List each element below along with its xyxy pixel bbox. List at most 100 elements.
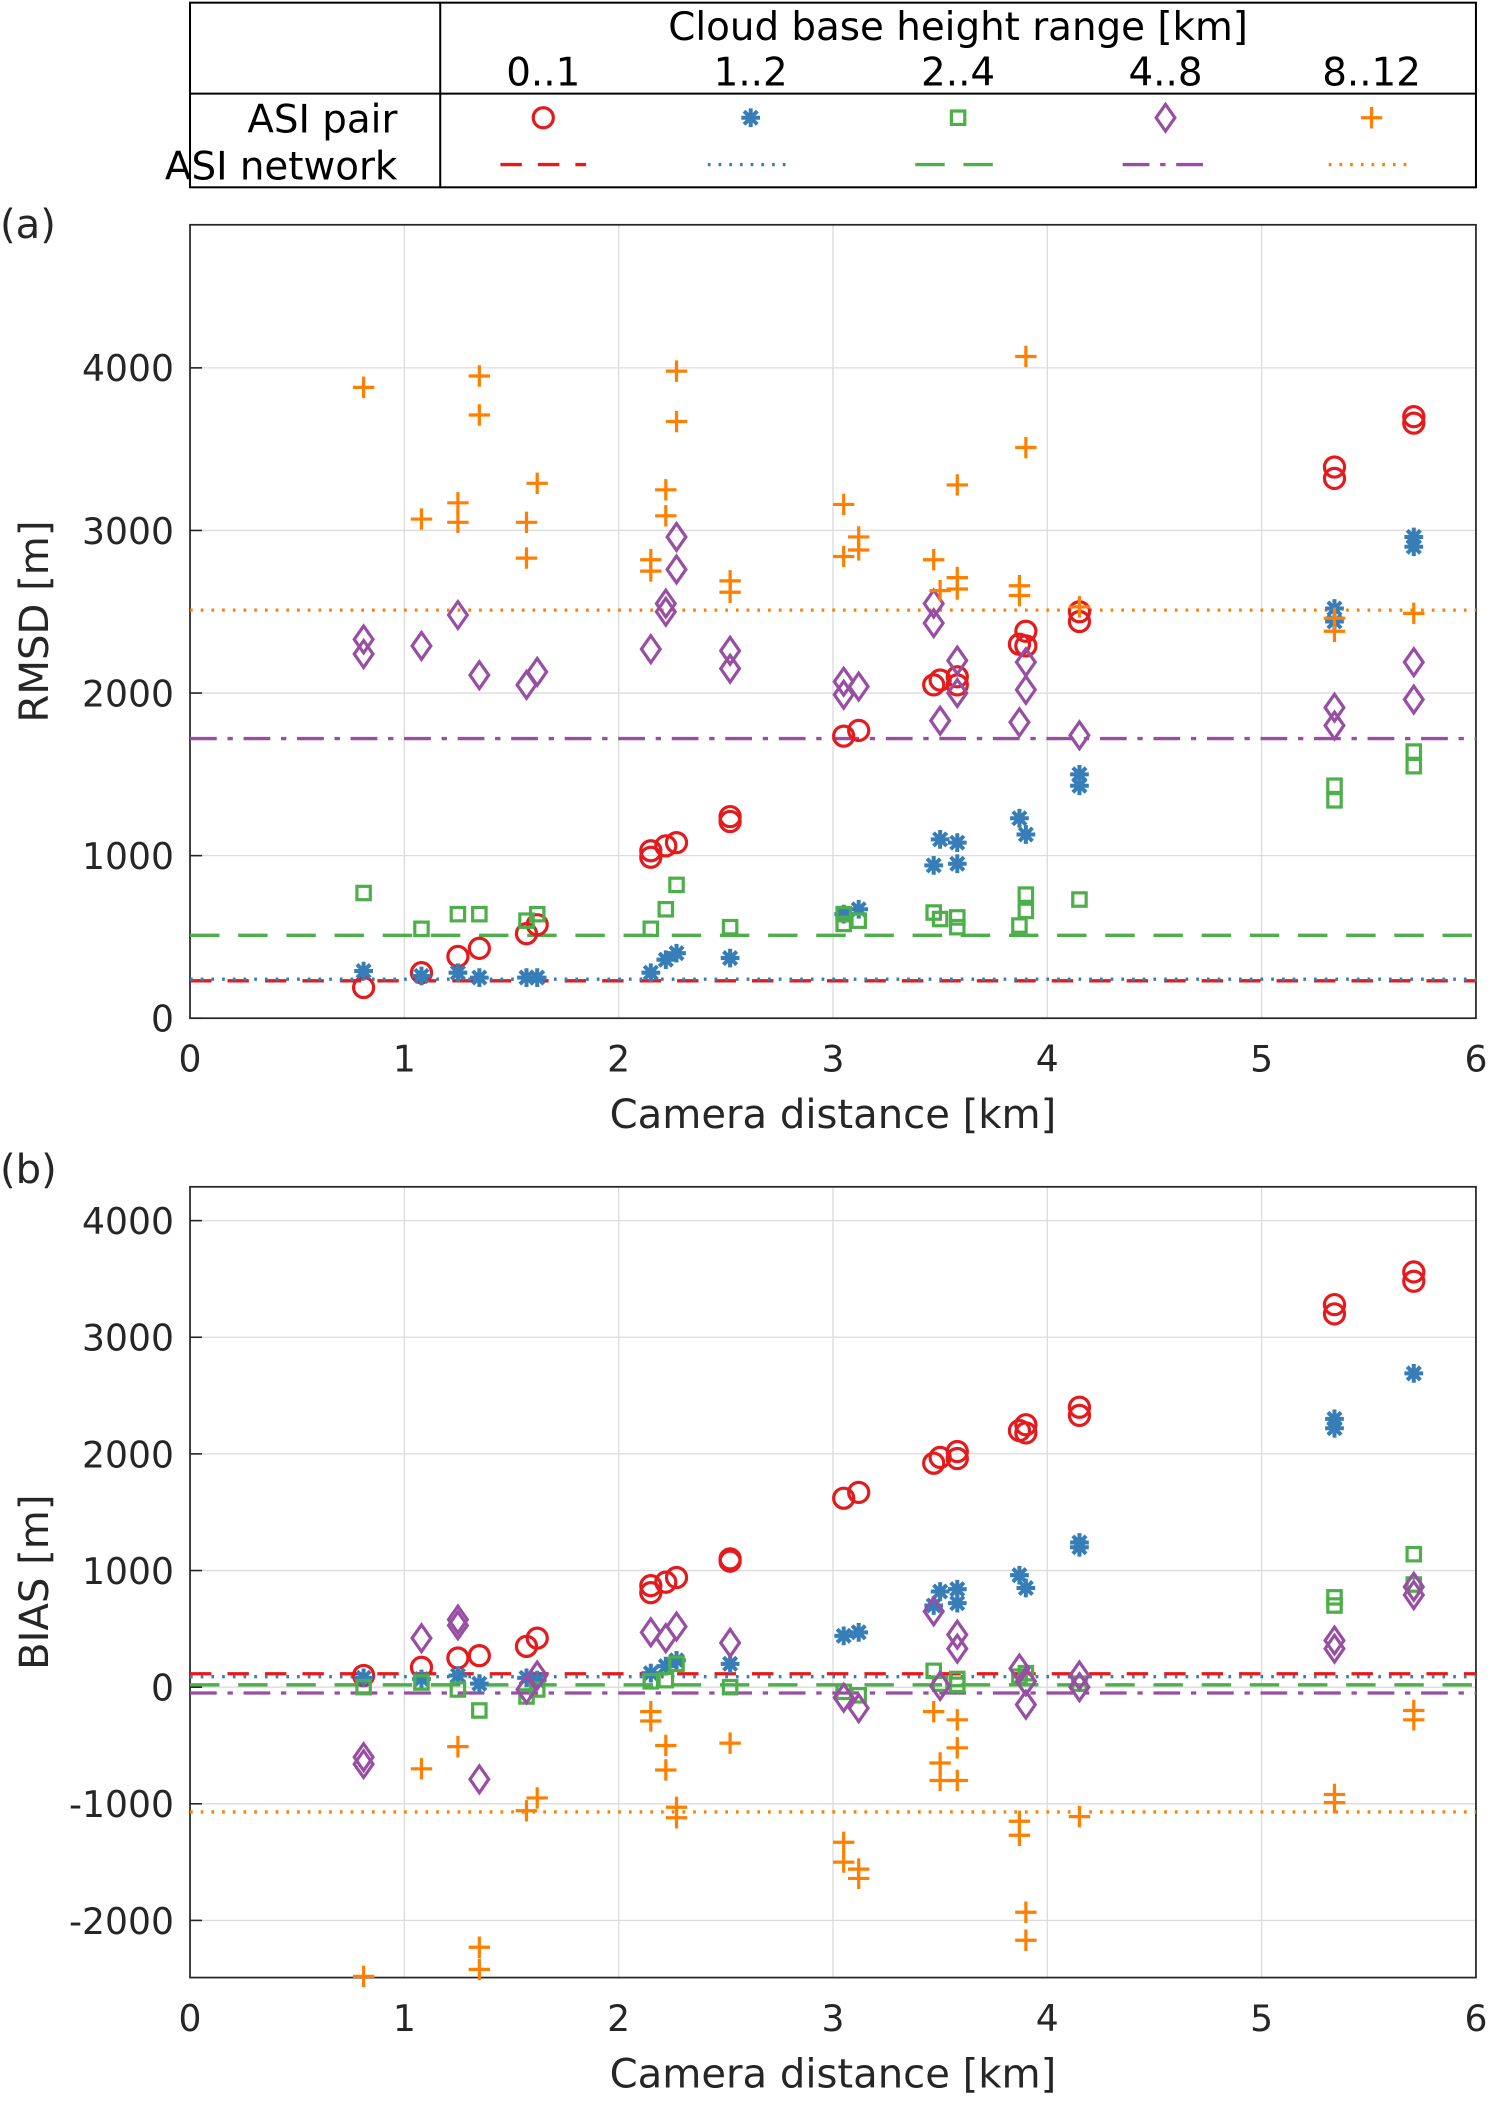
point-c48: [1008, 706, 1031, 739]
point-c12: [834, 1626, 854, 1646]
point-c12: [1404, 527, 1424, 547]
point-c01: [639, 1574, 663, 1598]
x-tick-label: 3: [821, 1038, 844, 1081]
point-c48: [654, 587, 678, 620]
rmsd-plot: 0 1 2 3 4 5 6 0 1000 2000 3000 4000 Camera distance …: [12, 223, 1487, 1138]
point-c01: [654, 1570, 678, 1594]
point-c48: [922, 1595, 946, 1628]
point-c48: [832, 1681, 856, 1714]
point-c12: [849, 1622, 869, 1642]
point-c812: [923, 1700, 945, 1723]
point-c24: [449, 1681, 467, 1698]
legend-row-network: ASI network: [165, 144, 398, 189]
point-c24: [1071, 891, 1088, 908]
point-c12: [930, 830, 950, 849]
legend-marker-c812: [1360, 107, 1383, 129]
point-c812: [468, 404, 491, 426]
point-c48: [352, 623, 375, 656]
x-tick-label: 0: [179, 1038, 202, 1081]
point-c12: [1010, 808, 1029, 828]
point-c812: [655, 1759, 677, 1781]
point-c812: [946, 1737, 968, 1759]
point-c48: [1402, 1578, 1426, 1612]
point-c12: [947, 1579, 967, 1599]
x-tick-label: 0: [179, 1997, 202, 2040]
point-c812: [410, 1758, 433, 1780]
point-c48: [410, 629, 433, 663]
point-c48: [922, 606, 946, 640]
point-c812: [515, 1800, 538, 1822]
point-c48: [1323, 709, 1346, 742]
point-c12: [1070, 1537, 1089, 1557]
point-c24: [449, 905, 467, 923]
legend-marker-c24: [949, 109, 967, 127]
point-c12: [667, 943, 686, 963]
point-c812: [946, 474, 968, 496]
point-c01: [1014, 634, 1038, 658]
point-c48: [945, 1618, 969, 1651]
y-tick-label: 2000: [82, 1433, 174, 1476]
point-c01: [922, 673, 946, 697]
point-c12: [656, 1656, 676, 1676]
x-tick-label: 6: [1464, 1038, 1487, 1081]
point-c12: [448, 1666, 468, 1685]
point-c48: [1068, 1670, 1091, 1704]
point-c01: [922, 1451, 946, 1475]
point-c01: [847, 718, 871, 743]
plot-frame: [189, 1185, 1477, 1979]
point-c48: [525, 1659, 549, 1692]
point-c24: [471, 1702, 488, 1719]
point-c01: [847, 1480, 871, 1505]
point-c01: [945, 1439, 969, 1464]
point-c812: [655, 505, 677, 527]
point-c48: [468, 658, 491, 692]
point-c01: [525, 913, 549, 937]
point-c812: [832, 1831, 855, 1853]
point-c48: [1323, 691, 1346, 724]
point-c812: [832, 1851, 855, 1873]
point-c24: [355, 1678, 372, 1696]
legend-col-3: 4..8: [1128, 51, 1202, 96]
point-c01: [1067, 1403, 1092, 1428]
point-c12: [1070, 764, 1089, 784]
point-c812: [655, 1734, 677, 1757]
point-c01: [664, 1565, 689, 1590]
legend-row-pair: ASI pair: [247, 97, 397, 142]
point-c01: [832, 724, 856, 748]
y-tick-label: -2000: [69, 1900, 174, 1943]
panel-a-label: (a): [0, 202, 56, 248]
point-c24: [835, 905, 852, 923]
point-c24: [355, 884, 372, 902]
point-c12: [834, 904, 854, 924]
point-c48: [1068, 1659, 1091, 1692]
point-c812: [832, 493, 855, 516]
point-c812: [1068, 596, 1091, 618]
point-c812: [847, 539, 870, 561]
point-c12: [924, 1596, 944, 1615]
point-c12: [354, 1668, 373, 1688]
point-c12: [1404, 537, 1424, 557]
point-c01: [1322, 1302, 1347, 1326]
x-tick-label: 6: [1464, 1997, 1487, 2040]
x-tick-label: 2: [607, 1997, 630, 2040]
point-c24: [850, 912, 867, 929]
point-c24: [1405, 757, 1423, 775]
bias-plot: 0 1 2 3 4 5 6 -2000 -1000 0 1000 2000 3000 4000 Camera…: [12, 1185, 1487, 2097]
point-c12: [720, 948, 740, 968]
point-c812: [352, 1965, 375, 1988]
point-c812: [1015, 1901, 1037, 1923]
y-tick-label: 0: [151, 1667, 174, 1710]
point-c12: [641, 963, 661, 983]
point-c01: [945, 665, 969, 689]
point-c24: [948, 918, 966, 936]
legend-marker-c48: [1154, 101, 1177, 134]
point-c24: [1405, 743, 1423, 760]
x-axis-label: Camera distance [km]: [610, 1092, 1057, 1138]
point-c48: [665, 1610, 688, 1643]
point-c12: [1016, 825, 1036, 844]
point-c01: [664, 830, 689, 855]
point-c01: [1014, 1413, 1038, 1437]
point-c48: [446, 598, 470, 632]
point-c01: [1322, 1292, 1347, 1317]
point-c812: [1068, 1805, 1091, 1828]
